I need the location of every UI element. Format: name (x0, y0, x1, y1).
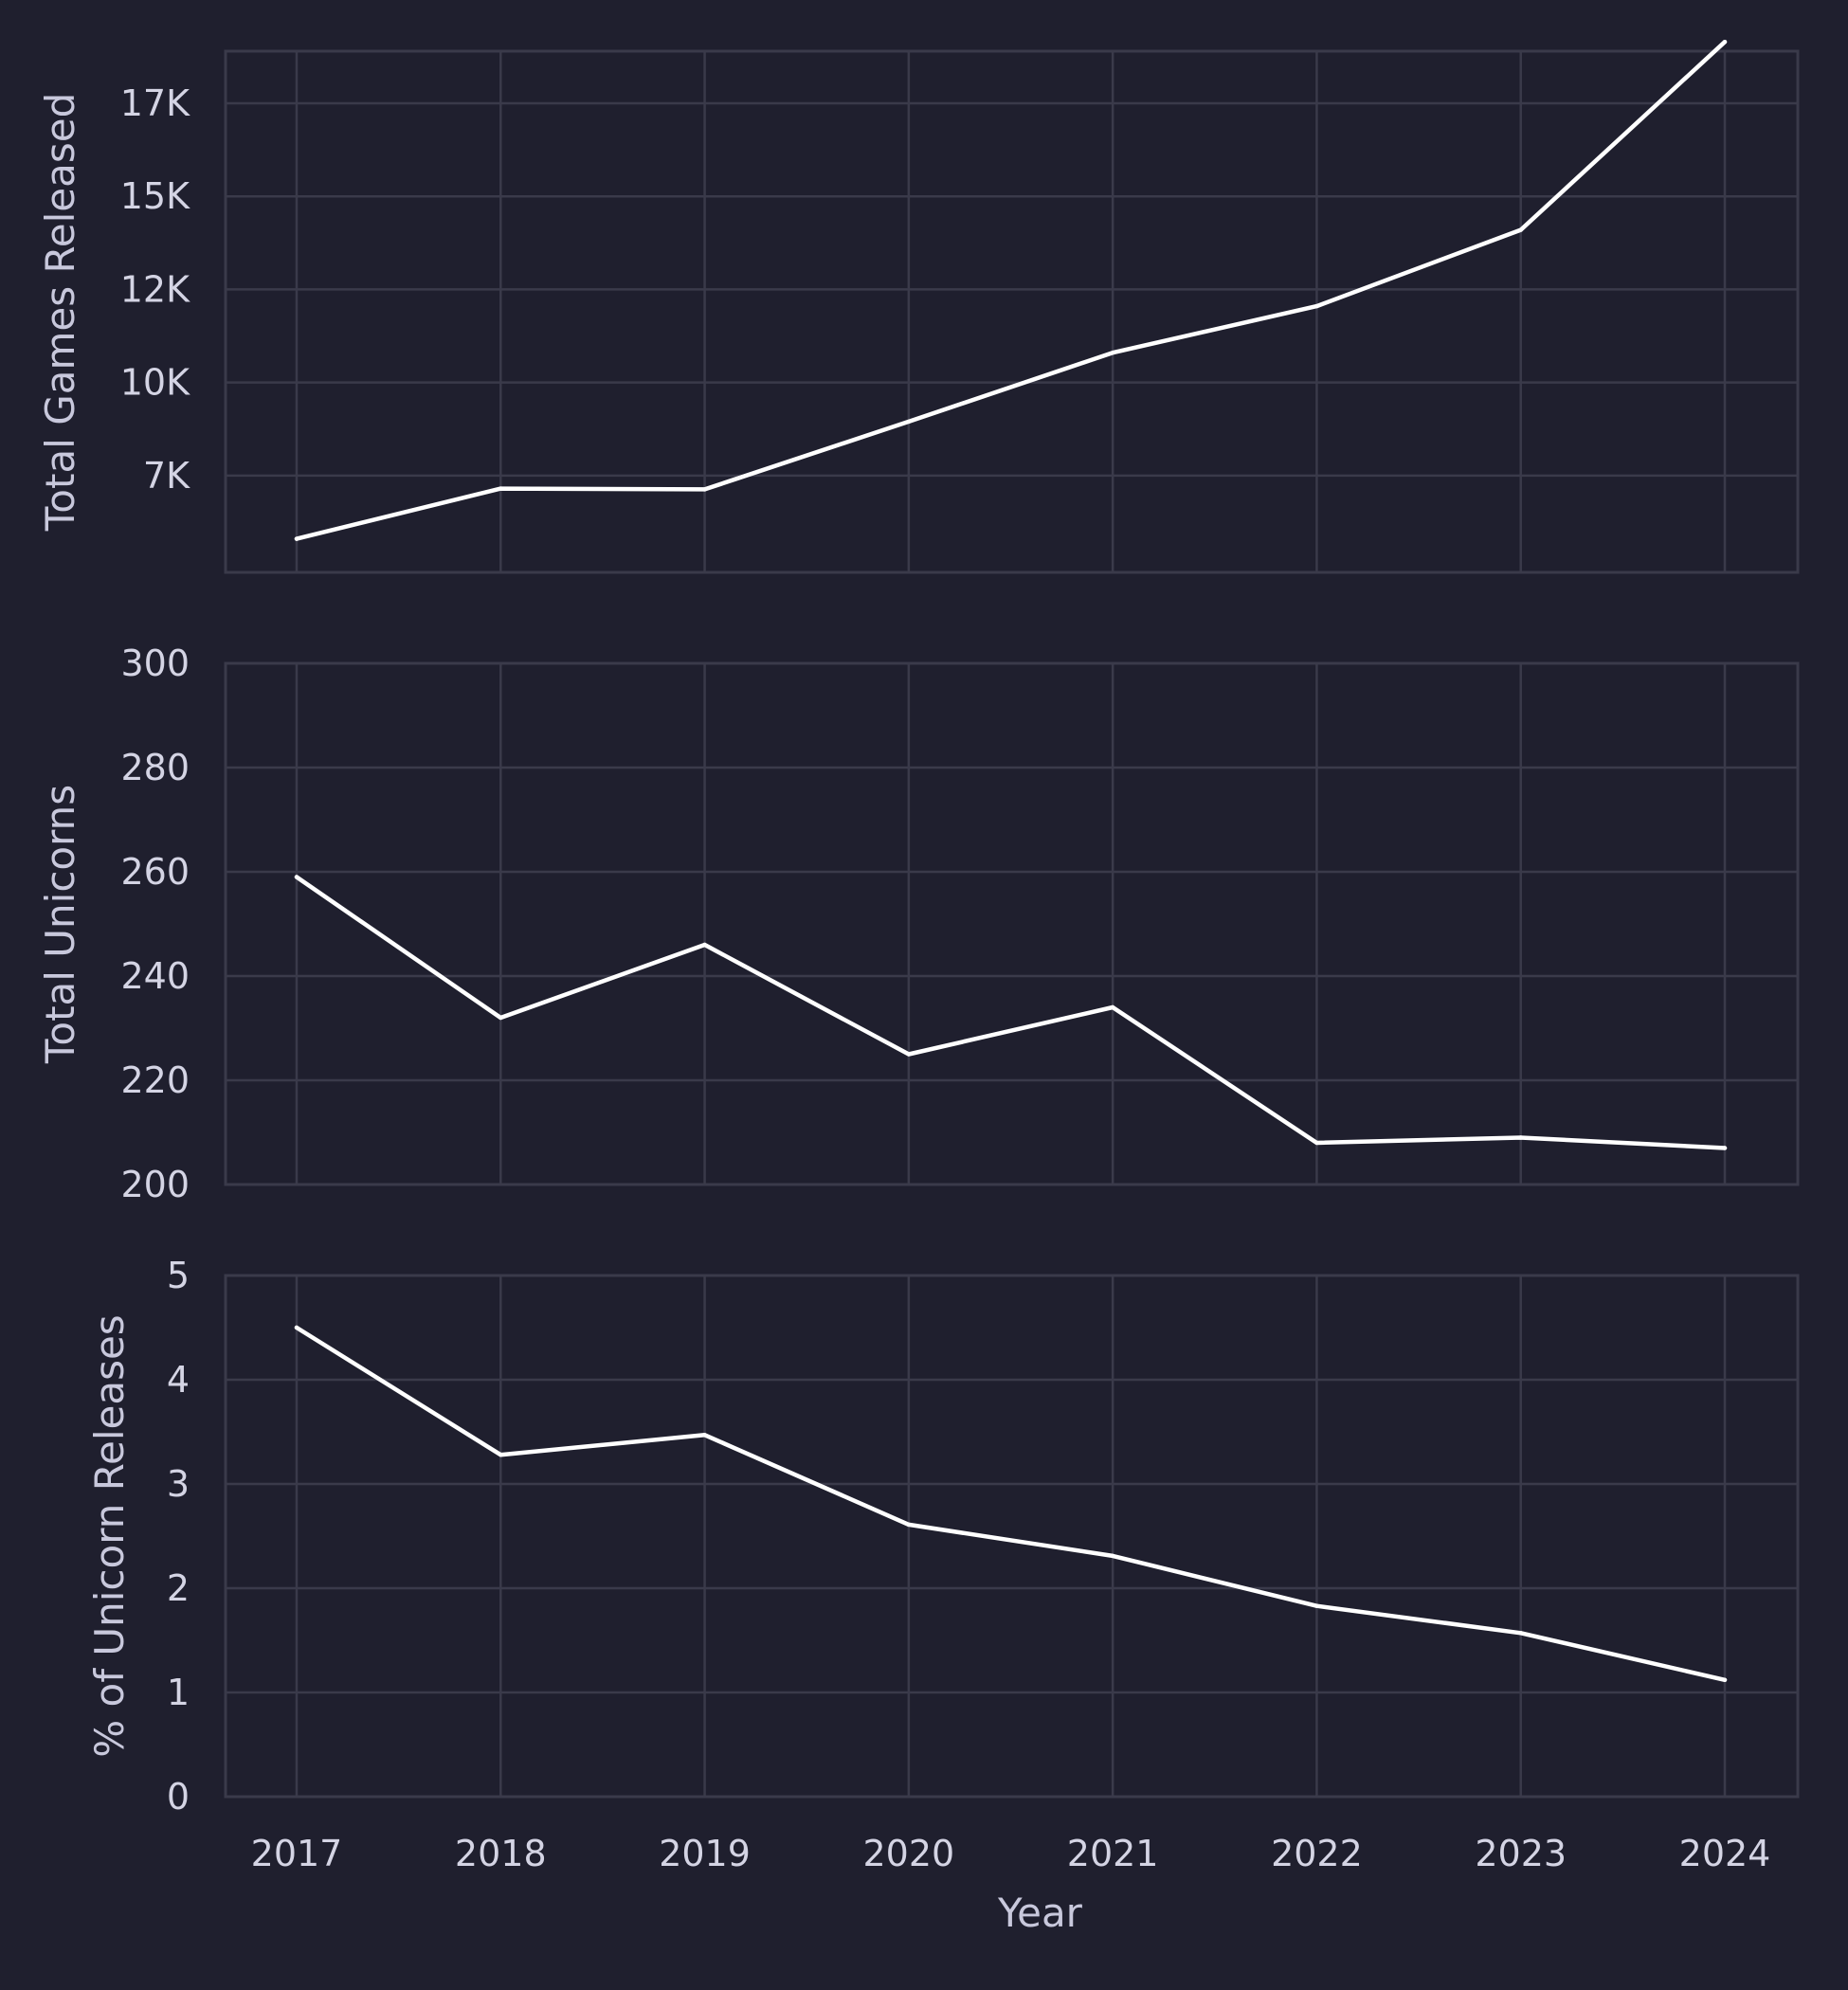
panel-1-series-line (294, 39, 1728, 541)
panel-3-point-2017 (294, 1325, 299, 1330)
panel-2-frame (224, 661, 1800, 1186)
panel-1-point-2022 (1314, 303, 1319, 309)
panel-2-point-2017 (294, 875, 299, 879)
panel-2-ytick-label-2: 240 (120, 955, 190, 997)
panel-2-ylabel: Total Unicorns (37, 785, 83, 1064)
xtick-label-2023: 2023 (1475, 1833, 1567, 1874)
panel-1-point-2019 (702, 487, 707, 492)
panel-2-point-2024 (1722, 1146, 1728, 1150)
panel-1-point-2021 (1110, 351, 1115, 355)
panel-2-point-2023 (1518, 1135, 1523, 1140)
panel-2-point-2022 (1314, 1140, 1319, 1146)
panel-3-frame (224, 1274, 1800, 1799)
panel-2-ytick-label-1: 220 (120, 1059, 190, 1101)
x-axis-title: Year (997, 1890, 1083, 1936)
panel-1-ytick-label-1: 10K (120, 362, 190, 404)
panel-1-point-2020 (906, 419, 912, 425)
panel-3-point-2019 (702, 1433, 707, 1438)
xtick-label-2021: 2021 (1067, 1833, 1159, 1874)
panel-3-point-2024 (1722, 1677, 1728, 1683)
panel-3-ytick-label-2: 2 (167, 1567, 190, 1609)
xtick-label-2022: 2022 (1271, 1833, 1363, 1874)
panel-2-series-line (294, 875, 1728, 1150)
panel-1-ytick-label-0: 7K (143, 455, 190, 497)
panel-3-ytick-label-0: 0 (167, 1776, 190, 1818)
panel-3-point-2018 (498, 1453, 503, 1457)
panel-2-ytick-label-5: 300 (120, 642, 190, 684)
xtick-label-2017: 2017 (251, 1833, 343, 1874)
xtick-label-2018: 2018 (455, 1833, 547, 1874)
panel-3-ytick-label-3: 3 (167, 1463, 190, 1505)
panel-2-ytick-label-0: 200 (120, 1164, 190, 1205)
panel-3-point-2022 (1314, 1603, 1319, 1608)
panel-3-point-2020 (906, 1522, 912, 1528)
panel-1-ytick-label-4: 17K (120, 82, 190, 124)
panel-1-point-2023 (1518, 227, 1523, 232)
panel-1-point-2024 (1722, 39, 1728, 45)
panel-2-point-2021 (1110, 1004, 1115, 1010)
panel-3-ytick-label-5: 5 (167, 1255, 190, 1296)
panel-2-point-2018 (498, 1015, 503, 1021)
xtick-label-2019: 2019 (659, 1833, 751, 1874)
panel-3-ylabel: % of Unicorn Releases (86, 1314, 133, 1757)
panel-2-point-2020 (906, 1052, 912, 1057)
xtick-label-2024: 2024 (1679, 1833, 1771, 1874)
xtick-label-2020: 2020 (862, 1833, 954, 1874)
panel-2-ytick-label-4: 280 (120, 747, 190, 788)
panel-1-point-2017 (294, 536, 299, 541)
panel-2-point-2019 (702, 942, 707, 948)
panel-3-ytick-label-4: 4 (167, 1359, 190, 1401)
panel-1-ytick-label-2: 12K (120, 268, 190, 310)
panel-3-point-2021 (1110, 1553, 1115, 1559)
panel-1-point-2018 (498, 486, 503, 491)
panel-3-ytick-label-1: 1 (167, 1672, 190, 1713)
panel-3-point-2023 (1518, 1631, 1523, 1636)
panel-2-ytick-label-3: 260 (120, 851, 190, 893)
panel-1-frame (224, 49, 1800, 574)
panel-1-ylabel: Total Games Released (37, 93, 83, 532)
panel-3-series-line (294, 1325, 1728, 1683)
panel-1-ytick-label-3: 15K (120, 175, 190, 217)
